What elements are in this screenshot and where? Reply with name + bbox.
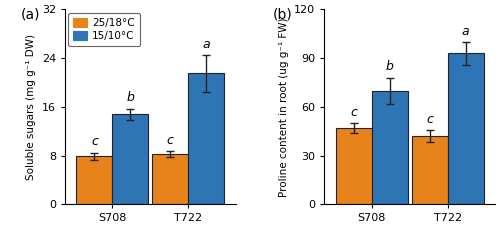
Text: c: c: [167, 133, 173, 146]
Bar: [412, 136, 448, 204]
Bar: [112, 114, 148, 204]
Text: (b): (b): [273, 8, 293, 21]
Bar: [76, 156, 112, 204]
Bar: [336, 128, 372, 204]
Bar: [188, 73, 224, 204]
Text: a: a: [202, 38, 210, 51]
Text: b: b: [386, 60, 394, 73]
Text: b: b: [126, 91, 134, 105]
Text: (a): (a): [20, 8, 40, 21]
Y-axis label: Proline content in root (ug g⁻¹ FW): Proline content in root (ug g⁻¹ FW): [278, 17, 288, 197]
Text: a: a: [462, 25, 469, 38]
Y-axis label: Soluble sugars (mg g⁻¹ DW): Soluble sugars (mg g⁻¹ DW): [26, 34, 36, 180]
Legend: 25/18°C, 15/10°C: 25/18°C, 15/10°C: [68, 12, 140, 46]
Text: c: c: [91, 135, 98, 148]
Text: c: c: [426, 113, 433, 126]
Bar: [372, 91, 408, 204]
Text: c: c: [350, 106, 357, 119]
Bar: [448, 53, 484, 204]
Bar: [152, 154, 188, 204]
